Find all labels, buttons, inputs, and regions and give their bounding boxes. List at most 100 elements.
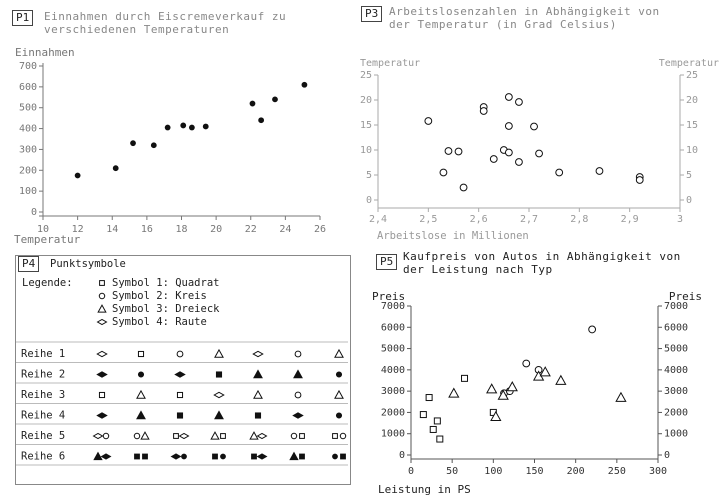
data-point <box>595 167 604 175</box>
panel-title-p3: Arbeitslosenzahlen in Abhängigkeit von d… <box>389 5 660 31</box>
data-point <box>419 411 427 419</box>
symbol-cell <box>335 412 343 419</box>
legend-item-circle: Symbol 2: Kreis <box>112 290 207 302</box>
symbol-cell <box>178 432 190 440</box>
x-axis-label: Leistung in PS <box>378 483 471 496</box>
data-point <box>202 123 209 130</box>
y-tick-label: 200 <box>19 165 37 176</box>
x-tick-label: 0 <box>408 466 414 477</box>
legend-symbol-triangle-icon <box>97 304 107 313</box>
y-tick-label: 400 <box>19 124 37 135</box>
symbol-cell <box>220 433 226 439</box>
y-tick-label-right: 7000 <box>664 301 688 312</box>
panel-title-p1-line1: Einnahmen durch Eiscremeverkauf zu <box>44 10 287 23</box>
symbol-cell <box>92 432 104 440</box>
x-tick-label: 24 <box>279 224 291 235</box>
y-axis-label-right: Temperatur <box>659 58 719 69</box>
y-tick-label-right: 5 <box>686 170 692 181</box>
symbol-cell <box>294 350 302 358</box>
symbol-cell <box>210 431 220 440</box>
x-tick-label: 200 <box>567 466 585 477</box>
symbol-cell <box>176 350 184 358</box>
y-tick-label-left: 1000 <box>381 429 405 440</box>
data-point <box>130 140 136 147</box>
y-axis-label-left: Preis <box>372 290 405 303</box>
data-point <box>425 394 433 402</box>
symbol-cell <box>339 432 347 440</box>
panel-p1: P1 Einnahmen durch Eiscremeverkauf zu ve… <box>0 0 345 248</box>
y-tick-label-left: 3000 <box>381 386 405 397</box>
x-tick-label: 3 <box>677 214 683 225</box>
symbol-cell <box>100 453 112 460</box>
x-tick-label: 2,7 <box>520 214 538 225</box>
data-point <box>635 176 644 184</box>
symbol-cell <box>214 348 224 358</box>
y-tick-label-right: 0 <box>664 450 670 461</box>
data-point <box>497 389 509 400</box>
y-tick-label: 100 <box>19 186 37 197</box>
symbol-cell <box>249 431 259 440</box>
symbol-cell <box>340 453 346 460</box>
data-point <box>515 98 523 106</box>
data-point <box>504 148 513 157</box>
y-tick-label-right: 20 <box>686 95 698 106</box>
x-axis-label: Arbeitslose in Millionen <box>377 230 529 242</box>
symbol-cell <box>253 369 263 379</box>
panel-p3: P3 Arbeitslosenzahlen in Abhängigkeit vo… <box>355 0 721 248</box>
symbol-cell <box>96 350 108 358</box>
symbol-cell <box>140 431 150 440</box>
x-tick-label: 20 <box>210 224 222 235</box>
symbol-cell <box>214 410 224 420</box>
y-tick-label: 600 <box>19 82 37 93</box>
y-tick-label-right: 3000 <box>664 386 688 397</box>
data-point <box>522 359 531 368</box>
symbol-cell <box>176 412 184 419</box>
data-point <box>490 410 502 422</box>
x-tick-label: 250 <box>608 466 626 477</box>
data-point <box>439 168 448 177</box>
y-tick-label-left: 10 <box>360 145 372 156</box>
data-point <box>555 168 564 177</box>
row-label: Reihe 2 <box>21 369 65 381</box>
data-point <box>74 172 81 179</box>
data-point <box>433 417 441 425</box>
y-tick-label-left: 6000 <box>381 322 405 333</box>
data-point <box>258 117 265 124</box>
y-tick-label: 0 <box>31 207 37 218</box>
symbol-cell <box>289 451 299 461</box>
symbol-cell <box>292 412 304 419</box>
x-tick-label: 12 <box>72 224 84 235</box>
y-tick-label-left: 15 <box>360 120 372 131</box>
panel-title-p4: Punktsymbole <box>50 258 126 270</box>
symbol-cell <box>253 389 263 399</box>
legend-symbol-circle-icon <box>98 292 106 300</box>
x-tick-label: 26 <box>314 224 326 235</box>
panel-tag-p5: P5 <box>376 254 398 270</box>
y-tick-label-right: 4000 <box>664 365 688 376</box>
panel-title-p3-line1: Arbeitslosenzahlen in Abhängigkeit von <box>389 5 660 18</box>
symbol-cell <box>173 433 179 439</box>
symbol-cell <box>181 453 187 460</box>
data-point <box>272 96 278 103</box>
y-tick-label-left: 25 <box>360 70 372 81</box>
y-tick-label-right: 10 <box>686 145 698 156</box>
symbol-cell <box>256 432 268 440</box>
data-point <box>150 142 157 149</box>
panel-title-p5: Kaufpreis von Autos in Abhängigkeit von … <box>403 250 681 276</box>
panel-p4: P4 Punktsymbole Legende: Symbol 1: Quadr… <box>0 250 352 500</box>
symbol-cell <box>98 391 106 399</box>
symbol-cell <box>136 410 146 420</box>
y-tick-label-right: 0 <box>686 195 692 206</box>
y-tick-label-left: 7000 <box>381 301 405 312</box>
data-point <box>436 435 444 443</box>
symbol-table: Reihe 1 Reihe 2 Reihe 3 Reihe 4 Reihe 5 Reihe… <box>16 280 348 466</box>
data-point <box>539 366 551 377</box>
data-point <box>461 374 469 382</box>
y-tick-label: 500 <box>19 103 37 114</box>
symbol-cell <box>93 451 103 461</box>
symbol-cell <box>256 453 268 460</box>
symbol-cell <box>299 433 305 439</box>
panel-title-p1-line2: verschiedenen Temperaturen <box>44 23 230 36</box>
symbol-cell <box>334 389 344 399</box>
y-tick-label-left: 5 <box>366 170 372 181</box>
